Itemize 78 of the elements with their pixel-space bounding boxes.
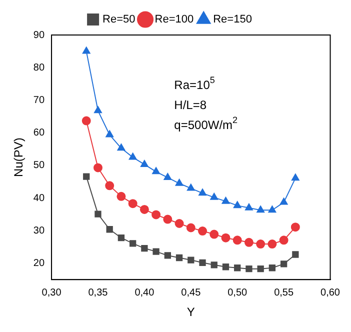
legend-label: Re=150 (213, 14, 252, 26)
point (234, 264, 241, 272)
point (221, 233, 230, 242)
point (164, 173, 172, 180)
point (93, 163, 102, 172)
point (82, 116, 91, 126)
point (128, 152, 137, 160)
legend-label: Re=50 (102, 14, 136, 26)
x-tick-label: 0,55 (274, 287, 294, 298)
y-axis-title: Nu(PV) (12, 138, 26, 177)
point (199, 259, 206, 266)
y-tick-label: 80 (33, 62, 45, 74)
point (175, 178, 184, 186)
point (233, 201, 242, 208)
point (292, 251, 299, 258)
point (246, 266, 252, 272)
point (116, 192, 126, 201)
point (291, 174, 300, 181)
x-tick-label: 0,50 (228, 287, 248, 298)
point (105, 181, 114, 190)
x-tick-label: 0,40 (134, 287, 155, 298)
point (140, 204, 149, 214)
point (152, 210, 161, 220)
point (290, 222, 300, 232)
point (256, 240, 266, 249)
point (128, 199, 138, 208)
point (118, 234, 125, 242)
point (280, 260, 288, 268)
point (186, 223, 196, 232)
point (268, 206, 276, 213)
x-tick-label: 0,45 (181, 287, 202, 298)
point (82, 46, 90, 54)
point (188, 256, 194, 264)
point (129, 240, 136, 247)
point (210, 230, 219, 239)
y-tick-label: 60 (33, 128, 45, 139)
point (152, 248, 160, 255)
point (268, 240, 277, 249)
y-tick-label: 50 (33, 160, 45, 172)
point (245, 203, 253, 210)
y-tick-label: 30 (33, 225, 45, 236)
x-tick-label: 0,30 (42, 287, 62, 298)
point (279, 236, 288, 245)
point (174, 219, 184, 228)
y-tick-label: 40 (33, 192, 45, 204)
point (222, 196, 230, 204)
point (257, 266, 264, 272)
point (163, 214, 172, 224)
point (152, 167, 160, 174)
x-axis-title: Y (186, 305, 195, 320)
point (106, 130, 114, 138)
point (83, 173, 90, 180)
point (268, 264, 276, 272)
point (141, 244, 148, 252)
point (210, 192, 218, 200)
point (94, 106, 102, 114)
point (198, 226, 208, 236)
point (222, 264, 230, 270)
point (140, 160, 148, 167)
y-tick-label: 20 (33, 258, 45, 270)
point (210, 262, 218, 268)
point (256, 206, 265, 213)
point (186, 184, 195, 191)
point (164, 252, 171, 259)
point (94, 210, 102, 218)
point (232, 236, 242, 245)
y-tick-label: 90 (33, 30, 45, 41)
point (244, 238, 254, 247)
y-tick-label: 70 (33, 94, 45, 106)
point (280, 198, 288, 205)
annotation: H/L=8 (174, 98, 207, 112)
point (117, 144, 126, 151)
x-tick-label: 0,60 (320, 287, 340, 298)
legend-label: Re=100 (154, 14, 194, 26)
point (106, 226, 113, 233)
x-tick-label: 0,35 (88, 287, 108, 298)
point (198, 188, 206, 196)
point (176, 254, 183, 262)
